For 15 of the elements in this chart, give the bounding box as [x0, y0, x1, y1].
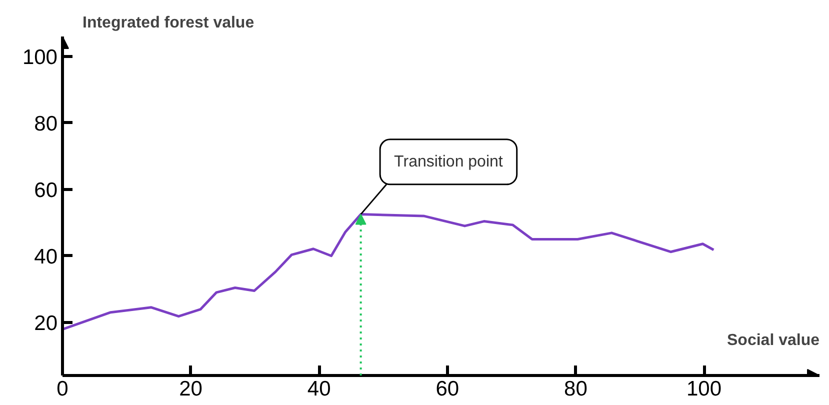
x-tick-label: 80 [564, 378, 588, 400]
annotation: Transition point [394, 153, 504, 170]
y-axis-title: Integrated forest value [82, 14, 254, 32]
x-tick-label: 40 [307, 378, 331, 400]
y-tick-label: 80 [34, 112, 58, 136]
x-tick-label: 60 [436, 378, 460, 400]
y-tick-label: 100 [22, 46, 58, 69]
x-tick-label: 100 [686, 378, 722, 400]
y-tick-label: 40 [34, 245, 58, 268]
x-tick-label: 20 [179, 378, 202, 400]
y-tick-label: 20 [34, 312, 58, 335]
y-tick-label: 60 [34, 178, 58, 202]
x-tick-label: 0 [56, 378, 68, 400]
x-axis-title: Social value [727, 332, 820, 349]
line-series [62, 213, 715, 331]
